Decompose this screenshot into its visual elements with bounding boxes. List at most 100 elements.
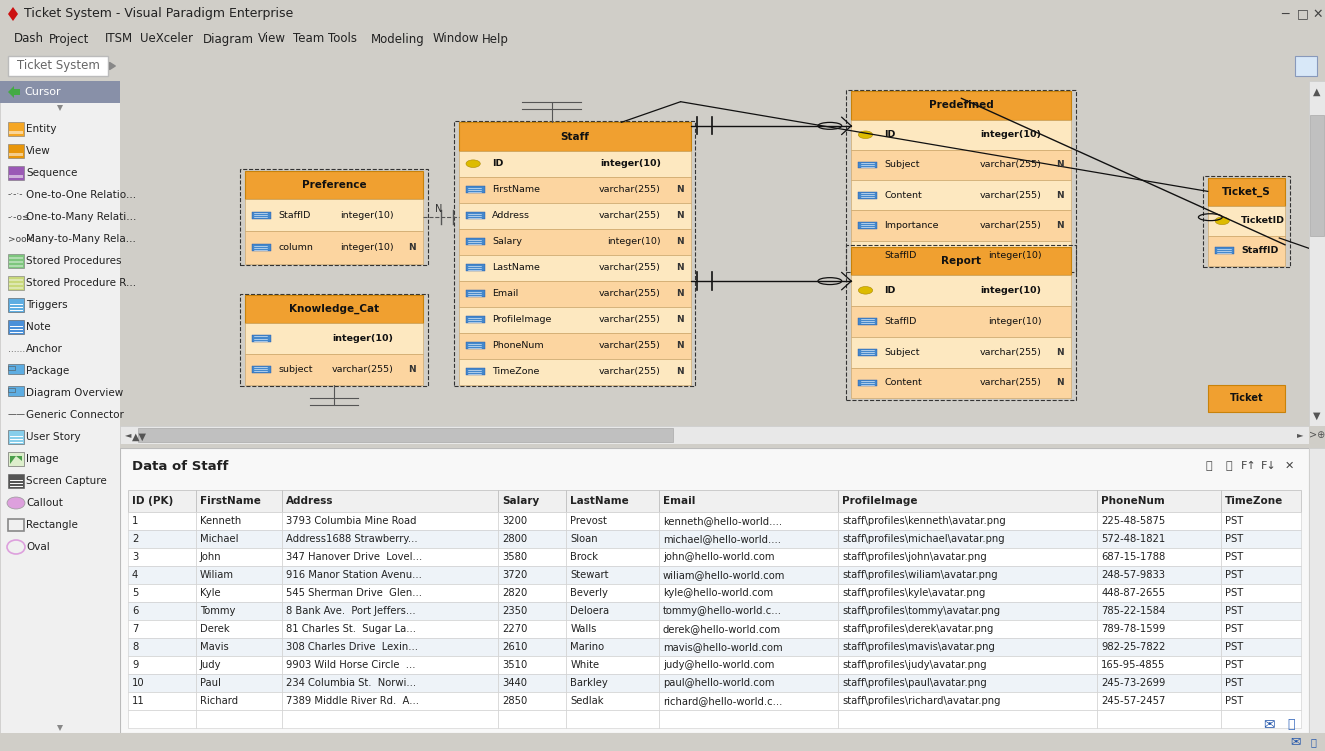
Text: 3793 Columbia Mine Road: 3793 Columbia Mine Road xyxy=(286,516,417,526)
Text: integer(10): integer(10) xyxy=(980,286,1041,295)
Bar xyxy=(0,81,121,103)
Text: staff\profiles\kyle\avatar.png: staff\profiles\kyle\avatar.png xyxy=(841,588,986,598)
Bar xyxy=(245,170,423,199)
Bar xyxy=(196,512,282,530)
Text: integer(10): integer(10) xyxy=(988,317,1041,326)
Text: 3580: 3580 xyxy=(502,552,527,562)
Bar xyxy=(659,656,837,674)
Text: integer(10): integer(10) xyxy=(607,237,661,246)
Text: >⊕: >⊕ xyxy=(1309,430,1325,440)
Text: Richard: Richard xyxy=(200,696,238,706)
Bar xyxy=(245,295,423,323)
Bar xyxy=(1097,584,1220,602)
Bar xyxy=(1215,247,1234,254)
Text: 347 Hanover Drive  Lovel...: 347 Hanover Drive Lovel... xyxy=(286,552,423,562)
Text: Tools: Tools xyxy=(329,32,358,46)
Bar xyxy=(1220,490,1301,512)
Bar xyxy=(851,336,1071,367)
Text: staff\profiles\tommy\avatar.png: staff\profiles\tommy\avatar.png xyxy=(841,606,1000,616)
Text: Report: Report xyxy=(941,256,982,266)
Ellipse shape xyxy=(859,131,873,138)
Bar xyxy=(566,548,659,566)
Bar xyxy=(8,298,24,312)
Text: Mavis: Mavis xyxy=(200,642,229,652)
Text: N: N xyxy=(1056,221,1064,230)
Text: Preference: Preference xyxy=(302,179,366,190)
Text: 1: 1 xyxy=(132,516,138,526)
Text: PST: PST xyxy=(1224,570,1243,580)
Ellipse shape xyxy=(466,160,480,167)
Bar xyxy=(659,602,837,620)
Text: Data of Staff: Data of Staff xyxy=(132,460,228,472)
Text: FirstName: FirstName xyxy=(200,496,261,506)
Bar xyxy=(851,367,1071,398)
Text: Brock: Brock xyxy=(570,552,599,562)
Text: 3510: 3510 xyxy=(502,660,527,670)
Text: Walls: Walls xyxy=(570,624,596,634)
Bar xyxy=(851,150,1071,180)
Text: Anchor: Anchor xyxy=(26,344,62,354)
Text: Paul: Paul xyxy=(200,678,221,688)
Text: Ticket_S: Ticket_S xyxy=(1222,186,1271,197)
Text: Michael: Michael xyxy=(200,534,238,544)
Bar xyxy=(1097,602,1220,620)
Text: Callout: Callout xyxy=(26,498,62,508)
Bar xyxy=(498,692,566,710)
Text: View: View xyxy=(26,146,50,156)
Bar xyxy=(282,548,498,566)
Bar xyxy=(1220,584,1301,602)
Bar xyxy=(1097,512,1220,530)
Text: N: N xyxy=(1056,191,1064,200)
Text: -·-·-: -·-·- xyxy=(8,191,24,200)
Text: varchar(255): varchar(255) xyxy=(979,161,1041,170)
Bar xyxy=(566,602,659,620)
Bar xyxy=(282,656,498,674)
Bar xyxy=(859,222,877,229)
Text: ✕: ✕ xyxy=(1313,8,1324,20)
Text: Judy: Judy xyxy=(200,660,221,670)
Bar xyxy=(129,512,196,530)
Bar xyxy=(8,364,24,374)
Bar xyxy=(8,386,24,396)
Bar xyxy=(458,333,690,359)
Bar xyxy=(566,674,659,692)
Text: Salary: Salary xyxy=(502,496,539,506)
Bar xyxy=(458,281,690,306)
Text: ►: ► xyxy=(1297,430,1304,439)
Bar xyxy=(851,240,1071,271)
Bar xyxy=(282,692,498,710)
Bar xyxy=(196,548,282,566)
Text: F↓: F↓ xyxy=(1261,461,1277,471)
Text: ProfileImage: ProfileImage xyxy=(492,315,551,324)
Bar xyxy=(1208,236,1285,266)
Text: 572-48-1821: 572-48-1821 xyxy=(1101,534,1166,544)
Bar xyxy=(566,710,659,728)
Text: N: N xyxy=(408,365,416,374)
Bar xyxy=(1220,530,1301,548)
Text: Beverly: Beverly xyxy=(570,588,608,598)
Text: varchar(255): varchar(255) xyxy=(979,221,1041,230)
Bar xyxy=(498,512,566,530)
Text: Kyle: Kyle xyxy=(200,588,220,598)
Text: Dash: Dash xyxy=(15,32,44,46)
Bar xyxy=(566,530,659,548)
Bar xyxy=(282,620,498,638)
Text: Ticket System - Visual Paradigm Enterprise: Ticket System - Visual Paradigm Enterpri… xyxy=(24,8,293,20)
Bar xyxy=(498,638,566,656)
Bar xyxy=(196,530,282,548)
Text: Cursor: Cursor xyxy=(24,87,61,97)
Text: column: column xyxy=(278,243,313,252)
Text: 9903 Wild Horse Circle  ...: 9903 Wild Horse Circle ... xyxy=(286,660,416,670)
Bar xyxy=(498,674,566,692)
Polygon shape xyxy=(11,456,23,464)
Bar xyxy=(8,430,24,444)
Bar xyxy=(466,342,485,349)
Text: PST: PST xyxy=(1224,624,1243,634)
Text: staff\profiles\wiliam\avatar.png: staff\profiles\wiliam\avatar.png xyxy=(841,570,998,580)
Text: 2350: 2350 xyxy=(502,606,527,616)
Bar xyxy=(8,144,24,158)
Bar xyxy=(498,620,566,638)
Bar xyxy=(8,166,24,180)
Bar xyxy=(566,620,659,638)
Text: LastName: LastName xyxy=(570,496,629,506)
